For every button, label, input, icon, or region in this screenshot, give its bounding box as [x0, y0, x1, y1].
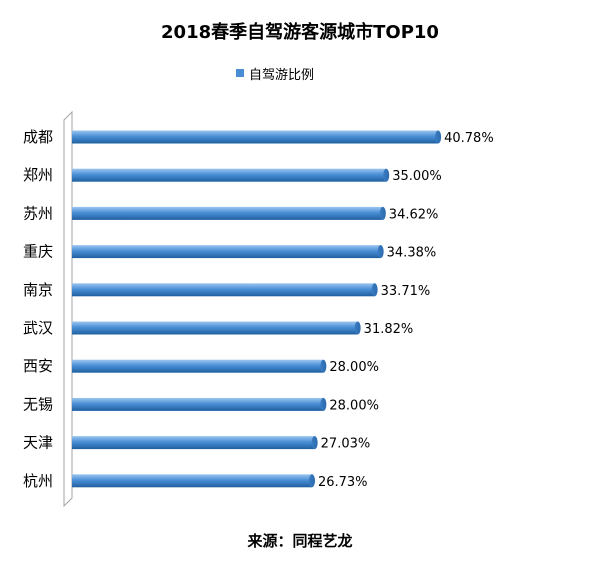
category-label: 南京 [23, 281, 53, 299]
bar-cap [320, 397, 327, 411]
bar-cap [354, 321, 361, 335]
chart-title: 2018春季自驾游客源城市TOP10 [161, 22, 439, 43]
bar-body [72, 283, 375, 297]
legend-label: 自驾游比例 [249, 67, 315, 83]
bar [72, 321, 361, 335]
data-label: 26.73% [318, 475, 368, 490]
bar-body [72, 168, 387, 182]
category-label: 武汉 [23, 319, 53, 337]
bar-cap [383, 168, 390, 182]
data-label: 40.78% [444, 131, 494, 146]
bar [72, 359, 327, 373]
category-label: 重庆 [23, 243, 53, 261]
data-label: 28.00% [329, 398, 379, 413]
bar-body [72, 436, 315, 450]
bar-cap [435, 130, 442, 144]
bar-body [72, 130, 439, 144]
category-label: 郑州 [23, 166, 53, 184]
bars-layer [72, 130, 442, 488]
data-label: 31.82% [364, 322, 414, 337]
bar [72, 397, 327, 411]
bar [72, 130, 442, 144]
bar [72, 283, 378, 297]
category-label: 天津 [23, 434, 53, 452]
bar-cap [308, 474, 315, 488]
y-axis-wall [63, 110, 73, 508]
data-label: 28.00% [329, 360, 379, 375]
bar-cap [320, 359, 327, 373]
bar [72, 245, 384, 259]
category-label: 苏州 [23, 204, 53, 222]
bar [72, 474, 315, 488]
data-label: 34.62% [389, 207, 439, 222]
bar-body [72, 474, 312, 488]
labels-layer: 成都 40.78% 郑州 35.00% 苏州 34.62% 重庆 34.38% 南京 33.71%… [23, 128, 494, 490]
bar-body [72, 245, 381, 259]
source-note: 来源：同程艺龙 [247, 532, 353, 550]
bar-cap [377, 245, 384, 259]
category-label: 无锡 [23, 395, 53, 413]
data-label: 27.03% [321, 437, 371, 452]
data-label: 34.38% [387, 246, 437, 261]
bar-body [72, 397, 324, 411]
category-label: 杭州 [23, 472, 53, 490]
bar [72, 168, 390, 182]
bar-body [72, 206, 383, 220]
legend: 自驾游比例 [236, 64, 315, 83]
bar-cap [379, 206, 386, 220]
category-label: 成都 [23, 128, 53, 146]
bar-body [72, 359, 324, 373]
category-label: 西安 [23, 357, 53, 375]
bar [72, 436, 318, 450]
data-label: 33.71% [381, 284, 431, 299]
bar-body [72, 321, 358, 335]
data-label: 35.00% [392, 169, 442, 184]
legend-swatch [236, 69, 244, 77]
bar [72, 206, 386, 220]
axis-layer [63, 110, 73, 508]
bar-cap [371, 283, 378, 297]
bar-cap [311, 436, 318, 450]
